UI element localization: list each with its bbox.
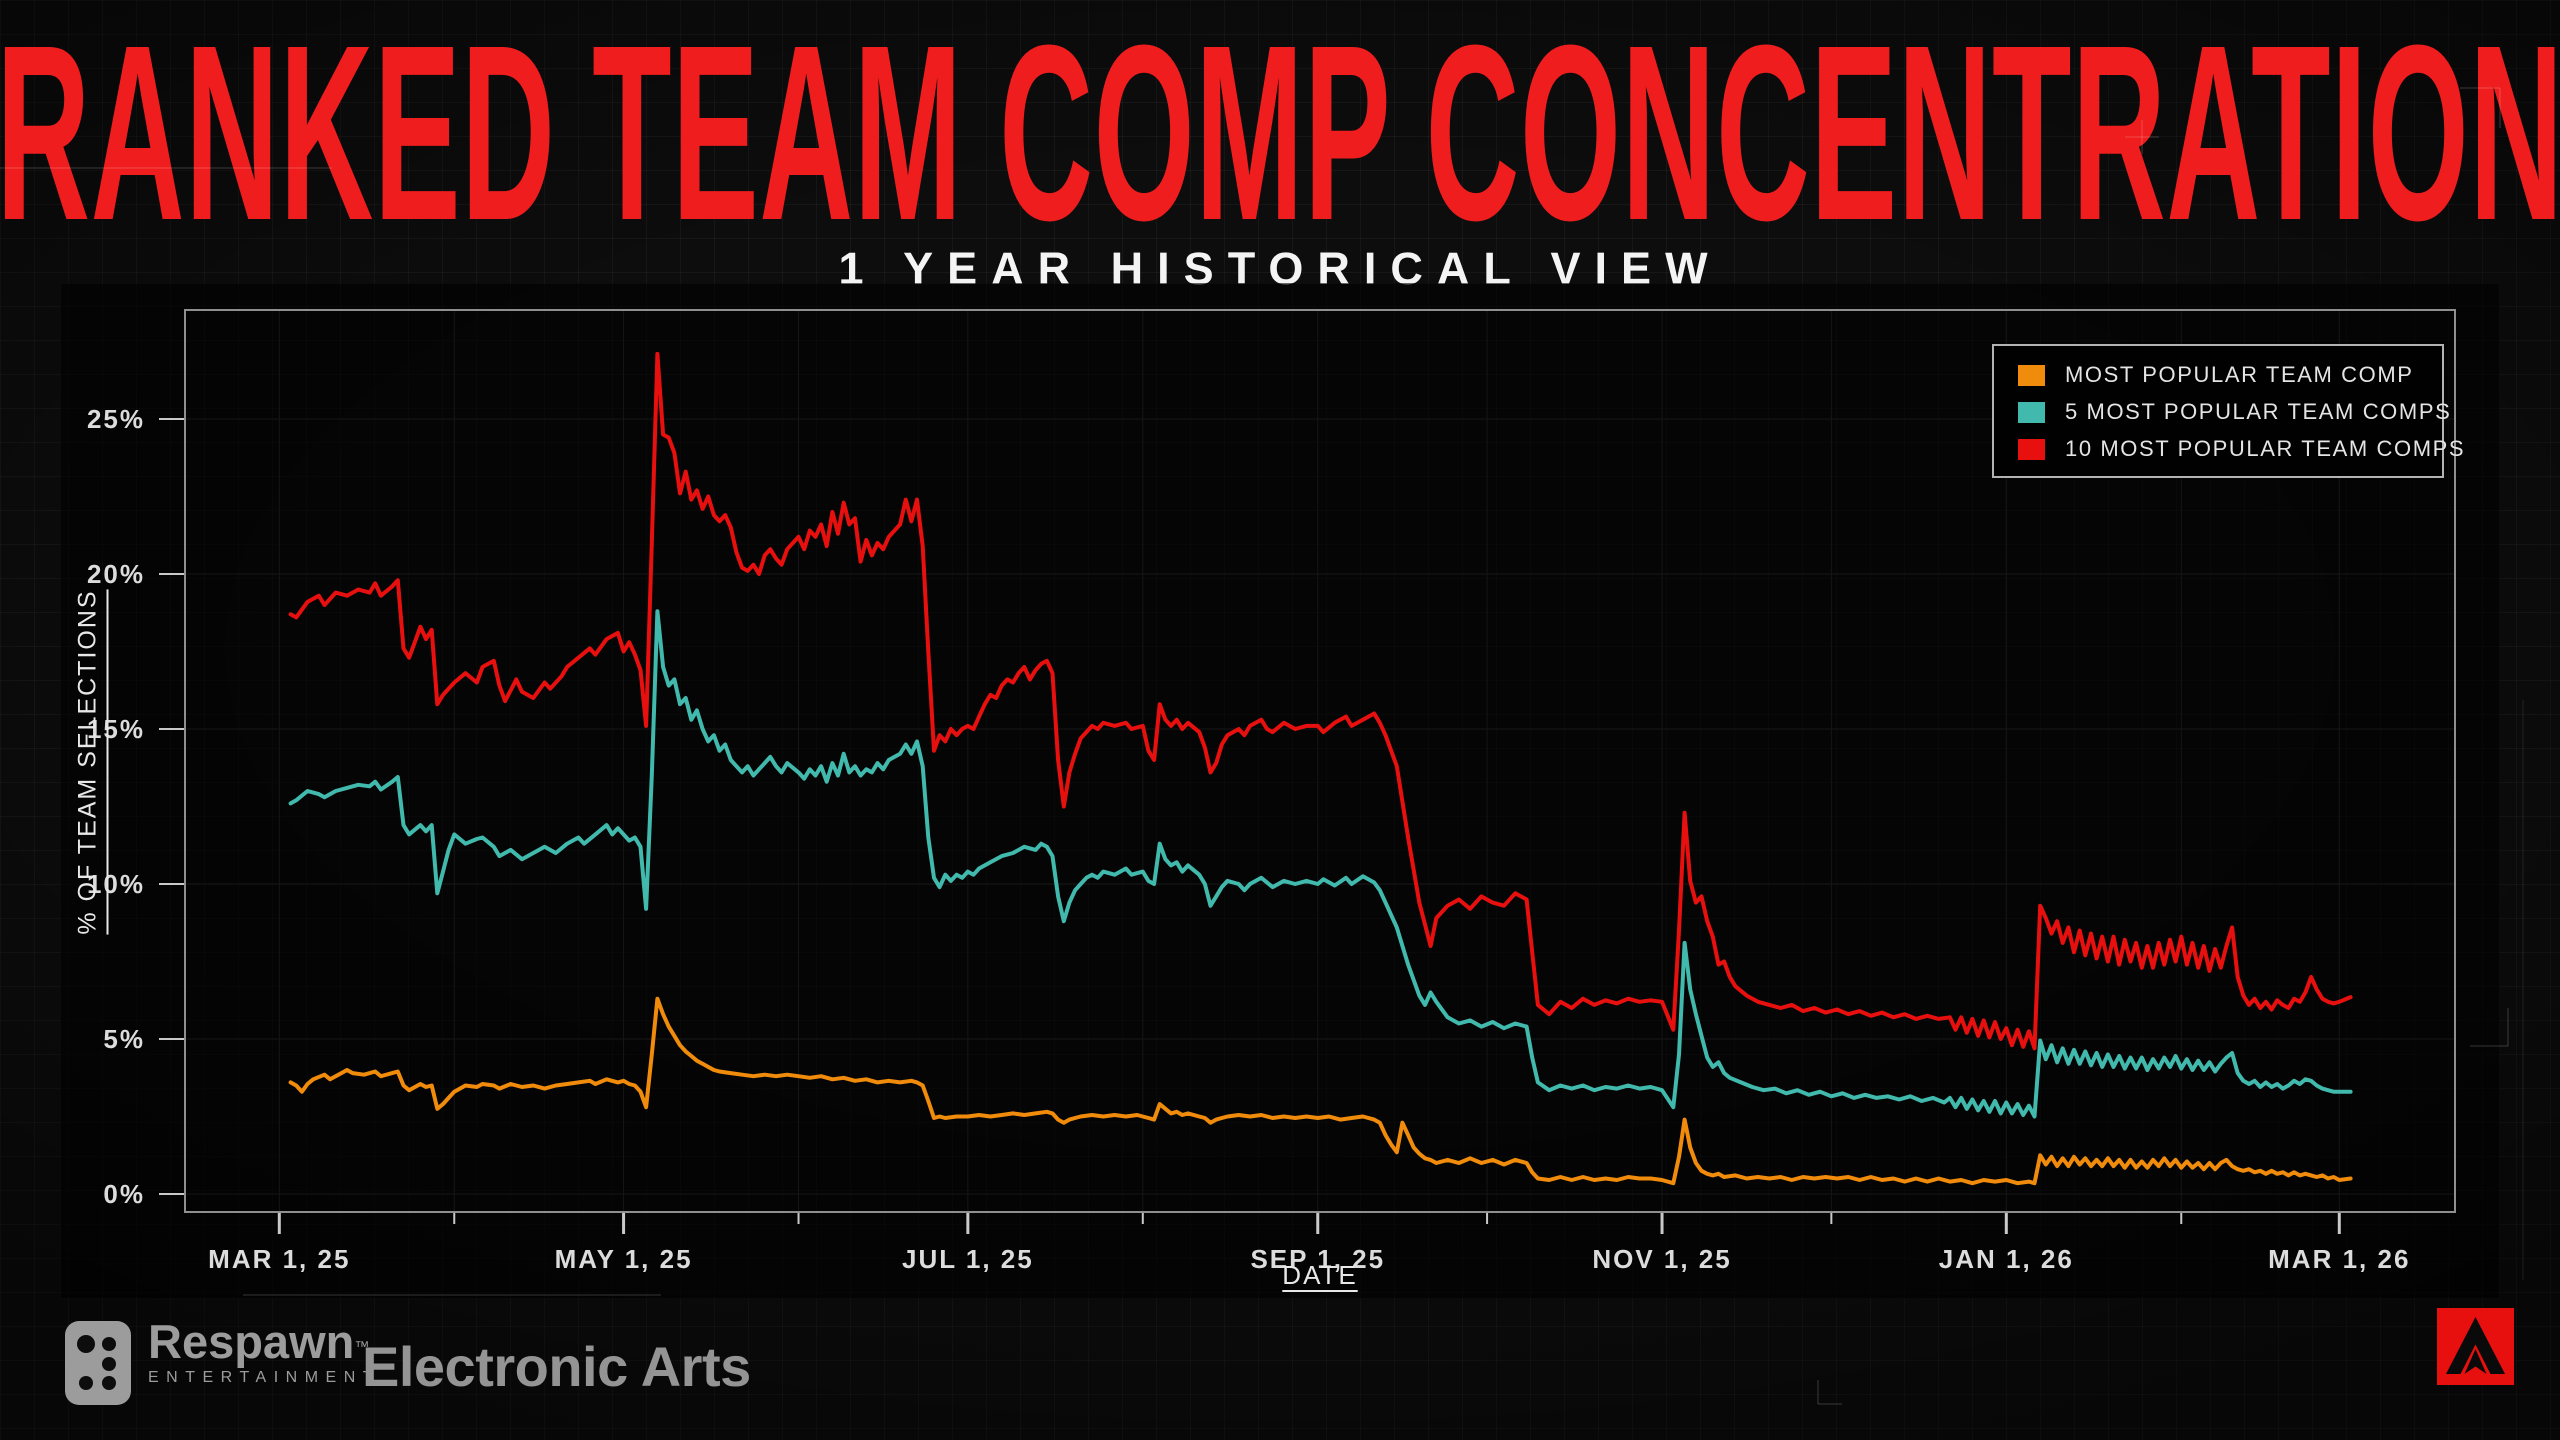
y-tick-label: 15% [87, 714, 145, 744]
electronic-arts-logo: Electronic Arts [362, 1335, 751, 1398]
respawn-icon [65, 1321, 131, 1405]
legend-swatch-orange [2018, 364, 2045, 386]
respawn-trademark: ™ [354, 1338, 370, 1356]
y-tick-label: 5% [103, 1024, 145, 1054]
respawn-entertainment-label: ENTERTAINMENT [148, 1368, 381, 1386]
y-tick-label: 20% [87, 559, 145, 589]
x-tick-label: NOV 1, 25 [1592, 1244, 1731, 1274]
legend-swatch-red [2018, 438, 2045, 460]
x-tick-label: JAN 1, 26 [1939, 1244, 2074, 1274]
y-tick-label: 25% [87, 404, 145, 434]
background-marks [0, 87, 2524, 1405]
x-tick-label: SEP 1, 25 [1250, 1244, 1385, 1274]
apex-legends-logo [2437, 1308, 2514, 1385]
series-line-10-most-popular-team-comps [288, 351, 2353, 1051]
x-tick-label: MAR 1, 25 [208, 1244, 350, 1274]
chart-legend: MOST POPULAR TEAM COMP 5 MOST POPULAR TE… [1992, 344, 2464, 478]
legend-label: MOST POPULAR TEAM COMP [2065, 362, 2414, 387]
x-tick-label: JUL 1, 25 [902, 1244, 1034, 1274]
legend-swatch-teal [2018, 401, 2045, 423]
legend-item-5-most-popular: 5 MOST POPULAR TEAM COMPS [2018, 397, 2450, 427]
respawn-name: Respawn [148, 1315, 355, 1368]
x-tick-label: MAR 1, 26 [2268, 1244, 2410, 1274]
y-tick-label: 0% [103, 1179, 145, 1209]
legend-label: 5 MOST POPULAR TEAM COMPS [2065, 399, 2452, 424]
x-tick-label: MAY 1, 25 [555, 1244, 693, 1274]
page-title: RANKED TEAM COMP CONCENTRATION [0, 0, 2560, 272]
plot-border [184, 309, 2456, 1213]
series-line-5-most-popular-team-comps [288, 609, 2353, 1119]
respawn-logo: Respawn™ ENTERTAINMENT [64, 1318, 381, 1406]
y-axis-title: % OF TEAM SELECTIONS [73, 589, 102, 935]
x-axis-title: DATE [1282, 1260, 1358, 1290]
series-line-most-popular-team-comp [288, 996, 2353, 1186]
y-tick-label: 10% [87, 869, 145, 899]
legend-label: 10 MOST POPULAR TEAM COMPS [2065, 436, 2466, 461]
apex-icon [2446, 1317, 2505, 1374]
chart-axes [159, 418, 2341, 1234]
respawn-wordmark: Respawn™ ENTERTAINMENT [148, 1318, 381, 1387]
chart-tick-labels: MAR 1, 25 MAY 1, 25 JUL 1, 25 SEP 1, 25 NOV … [87, 404, 2410, 1274]
chart-series-lines [288, 351, 2353, 1186]
legend-item-most-popular: MOST POPULAR TEAM COMP [2018, 360, 2424, 390]
legend-item-10-most-popular: 10 MOST POPULAR TEAM COMPS [2018, 434, 2464, 464]
